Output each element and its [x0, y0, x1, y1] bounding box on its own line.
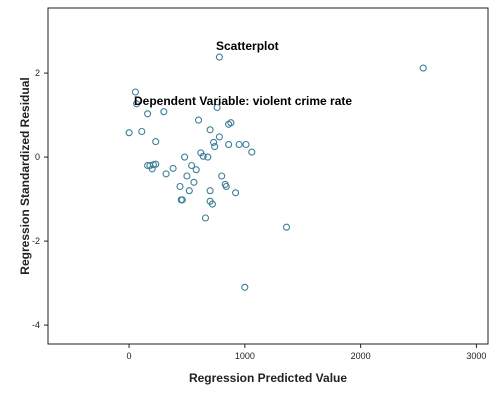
data-point: [162, 170, 170, 178]
data-point: [222, 182, 230, 191]
data-point: [242, 140, 250, 149]
data-point: [210, 138, 218, 146]
data-point: [131, 88, 139, 96]
data-point: [178, 196, 186, 204]
data-point: [125, 129, 133, 137]
x-tick-label: 1000: [235, 351, 255, 361]
axis-ticks: 0 1000 2000 3000 -4 -2 0 2: [32, 68, 486, 361]
data-point: [204, 153, 212, 161]
data-point: [201, 214, 210, 222]
plot-area: [47, 7, 489, 345]
data-point: [183, 172, 191, 180]
data-point: [225, 140, 233, 149]
data-points: [125, 53, 427, 291]
data-point: [241, 283, 249, 291]
data-point: [215, 133, 223, 141]
y-tick-label: -2: [32, 236, 40, 246]
data-point: [206, 187, 214, 195]
data-point: [419, 64, 427, 72]
y-tick-label: 0: [35, 152, 40, 162]
x-tick-label: 3000: [466, 351, 486, 361]
data-point: [194, 116, 203, 124]
data-point: [160, 108, 168, 116]
data-point: [232, 189, 240, 197]
data-point: [148, 165, 156, 173]
data-point: [282, 223, 291, 231]
data-point: [190, 178, 198, 186]
data-point: [152, 160, 160, 168]
data-point: [176, 182, 184, 191]
x-axis-label: Regression Predicted Value: [189, 371, 347, 385]
data-point: [235, 140, 243, 149]
data-point: [199, 152, 207, 160]
data-point: [138, 127, 146, 136]
y-tick-label: 2: [35, 68, 40, 78]
data-point: [208, 200, 216, 208]
data-point: [215, 53, 223, 61]
data-point: [133, 100, 141, 108]
data-point: [181, 153, 189, 161]
data-point: [213, 103, 221, 112]
data-point: [218, 172, 226, 180]
x-tick-label: 2000: [351, 351, 371, 361]
data-point: [169, 164, 177, 172]
data-point: [144, 110, 152, 118]
chart-title: Scatterplot: [216, 39, 279, 53]
y-tick-label: -4: [32, 320, 40, 330]
data-point: [188, 161, 196, 170]
data-point: [206, 126, 214, 134]
y-axis-label: Regression Standardized Residual: [18, 77, 32, 274]
data-point: [211, 143, 219, 151]
data-point: [227, 119, 235, 127]
data-point: [192, 166, 200, 174]
data-point: [248, 148, 256, 156]
x-tick-label: 0: [127, 351, 132, 361]
data-point: [152, 138, 160, 146]
data-point: [185, 187, 193, 195]
chart-subtitle: Dependent Variable: violent crime rate: [134, 94, 352, 108]
